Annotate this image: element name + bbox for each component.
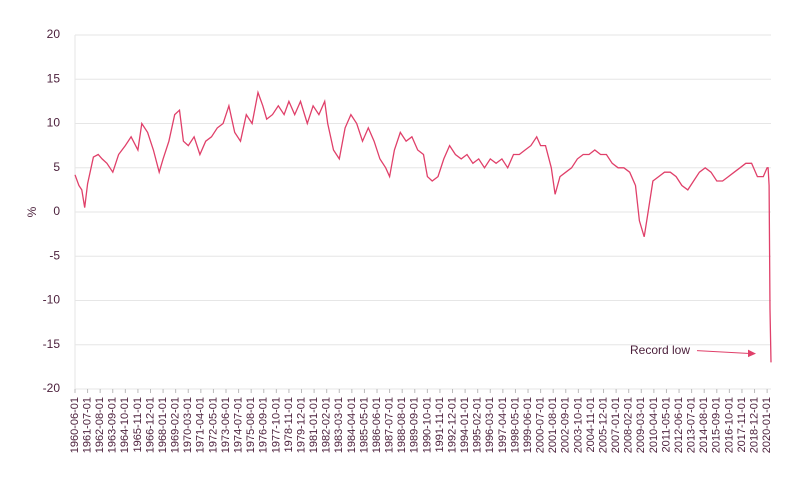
x-tick-label: 1970-03-01: [182, 397, 194, 453]
x-tick-label: 1966-12-01: [144, 397, 156, 453]
x-tick-label: 1988-08-01: [396, 397, 408, 453]
x-tick-label: 1976-09-01: [258, 397, 270, 453]
x-tick-label: 1960-06-01: [69, 397, 81, 453]
y-tick-label: 0: [53, 204, 60, 218]
x-tick-label: 2003-10-01: [572, 397, 584, 453]
x-tick-label: 1963-09-01: [107, 397, 119, 453]
x-tick-label: 1968-01-01: [157, 397, 169, 453]
x-tick-label: 1996-03-01: [484, 397, 496, 453]
x-tick-label: 1998-05-01: [509, 397, 521, 453]
x-tick-label: 1973-06-01: [220, 397, 232, 453]
x-tick-label: 1981-01-01: [308, 397, 320, 453]
x-tick-label: 1979-12-01: [295, 397, 307, 453]
x-tick-label: 2018-12-01: [748, 397, 760, 453]
x-tick-label: 2001-08-01: [547, 397, 559, 453]
x-tick-label: 1985-05-01: [358, 397, 370, 453]
x-tick-label: 1969-02-01: [170, 397, 182, 453]
y-tick-label: 20: [47, 27, 61, 41]
y-tick-label: 5: [53, 160, 60, 174]
annotation-arrow: [696, 350, 753, 355]
x-tick-label: 2000-07-01: [535, 397, 547, 453]
x-tick-label: 2014-08-01: [698, 397, 710, 453]
x-tick-label: 1995-02-01: [472, 397, 484, 453]
x-tick-label: 2009-03-01: [635, 397, 647, 453]
y-tick-label: 15: [47, 71, 61, 85]
x-tick-label: 2011-05-01: [660, 397, 672, 452]
x-tick-label: 1974-07-01: [233, 397, 245, 453]
x-tick-label: 2013-07-01: [686, 397, 698, 453]
x-tick-label: 2008-02-01: [623, 397, 635, 453]
x-tick-label: 1972-05-01: [207, 397, 219, 453]
y-tick-label: -15: [43, 337, 61, 351]
x-tick-label: 2020-01-01: [761, 397, 773, 453]
y-axis-label: %: [25, 206, 39, 217]
x-tick-label: 2004-11-01: [585, 397, 597, 452]
x-tick-label: 1984-04-01: [346, 397, 358, 453]
x-tick-label: 1994-01-01: [459, 397, 471, 453]
x-tick-label: 1991-11-01: [434, 397, 446, 452]
x-tick-label: 1971-04-01: [195, 397, 207, 453]
x-tick-label: 2002-09-01: [560, 397, 572, 453]
x-tick-label: 2012-06-01: [673, 397, 685, 453]
x-tick-label: 1977-10-01: [270, 397, 282, 453]
x-tick-label: 2017-11-01: [736, 397, 748, 452]
x-tick-label: 1961-07-01: [81, 397, 93, 453]
line: [74, 90, 772, 363]
x-tick-label: 2010-04-01: [648, 397, 660, 453]
x-tick-label: 1987-07-01: [384, 397, 396, 453]
x-tick-label: 1989-09-01: [409, 397, 421, 453]
y-tick-label: -10: [43, 293, 61, 307]
y-tick-label: 10: [47, 116, 61, 130]
x-tick-label: 1965-11-01: [132, 397, 144, 452]
x-tick-label: 2015-09-01: [711, 397, 723, 453]
annotation-arrowhead: [748, 349, 756, 358]
x-tick-label: 2007-01-01: [610, 397, 622, 453]
annotation: Record low: [630, 343, 690, 357]
x-tick-label: 1992-12-01: [446, 397, 458, 453]
x-tick-label: 1962-08-01: [94, 397, 106, 453]
x-tick-label: 1990-10-01: [421, 397, 433, 453]
y-tick-label: -20: [43, 381, 61, 395]
x-tick-label: 2016-10-01: [723, 397, 735, 453]
x-tick-label: 1975-08-01: [245, 397, 257, 453]
x-tick-label: 1978-11-01: [283, 397, 295, 452]
x-tick-label: 1982-02-01: [321, 397, 333, 453]
x-tick-label: 1983-03-01: [333, 397, 345, 453]
x-tick-label: 2005-12-01: [597, 397, 609, 453]
x-tick-label: 1964-10-01: [119, 397, 131, 453]
x-tick-label: 1999-06-01: [522, 397, 534, 453]
y-tick-label: -5: [49, 248, 60, 262]
x-tick-label: 1997-04-01: [497, 397, 509, 453]
x-tick-label: 1986-06-01: [371, 397, 383, 453]
